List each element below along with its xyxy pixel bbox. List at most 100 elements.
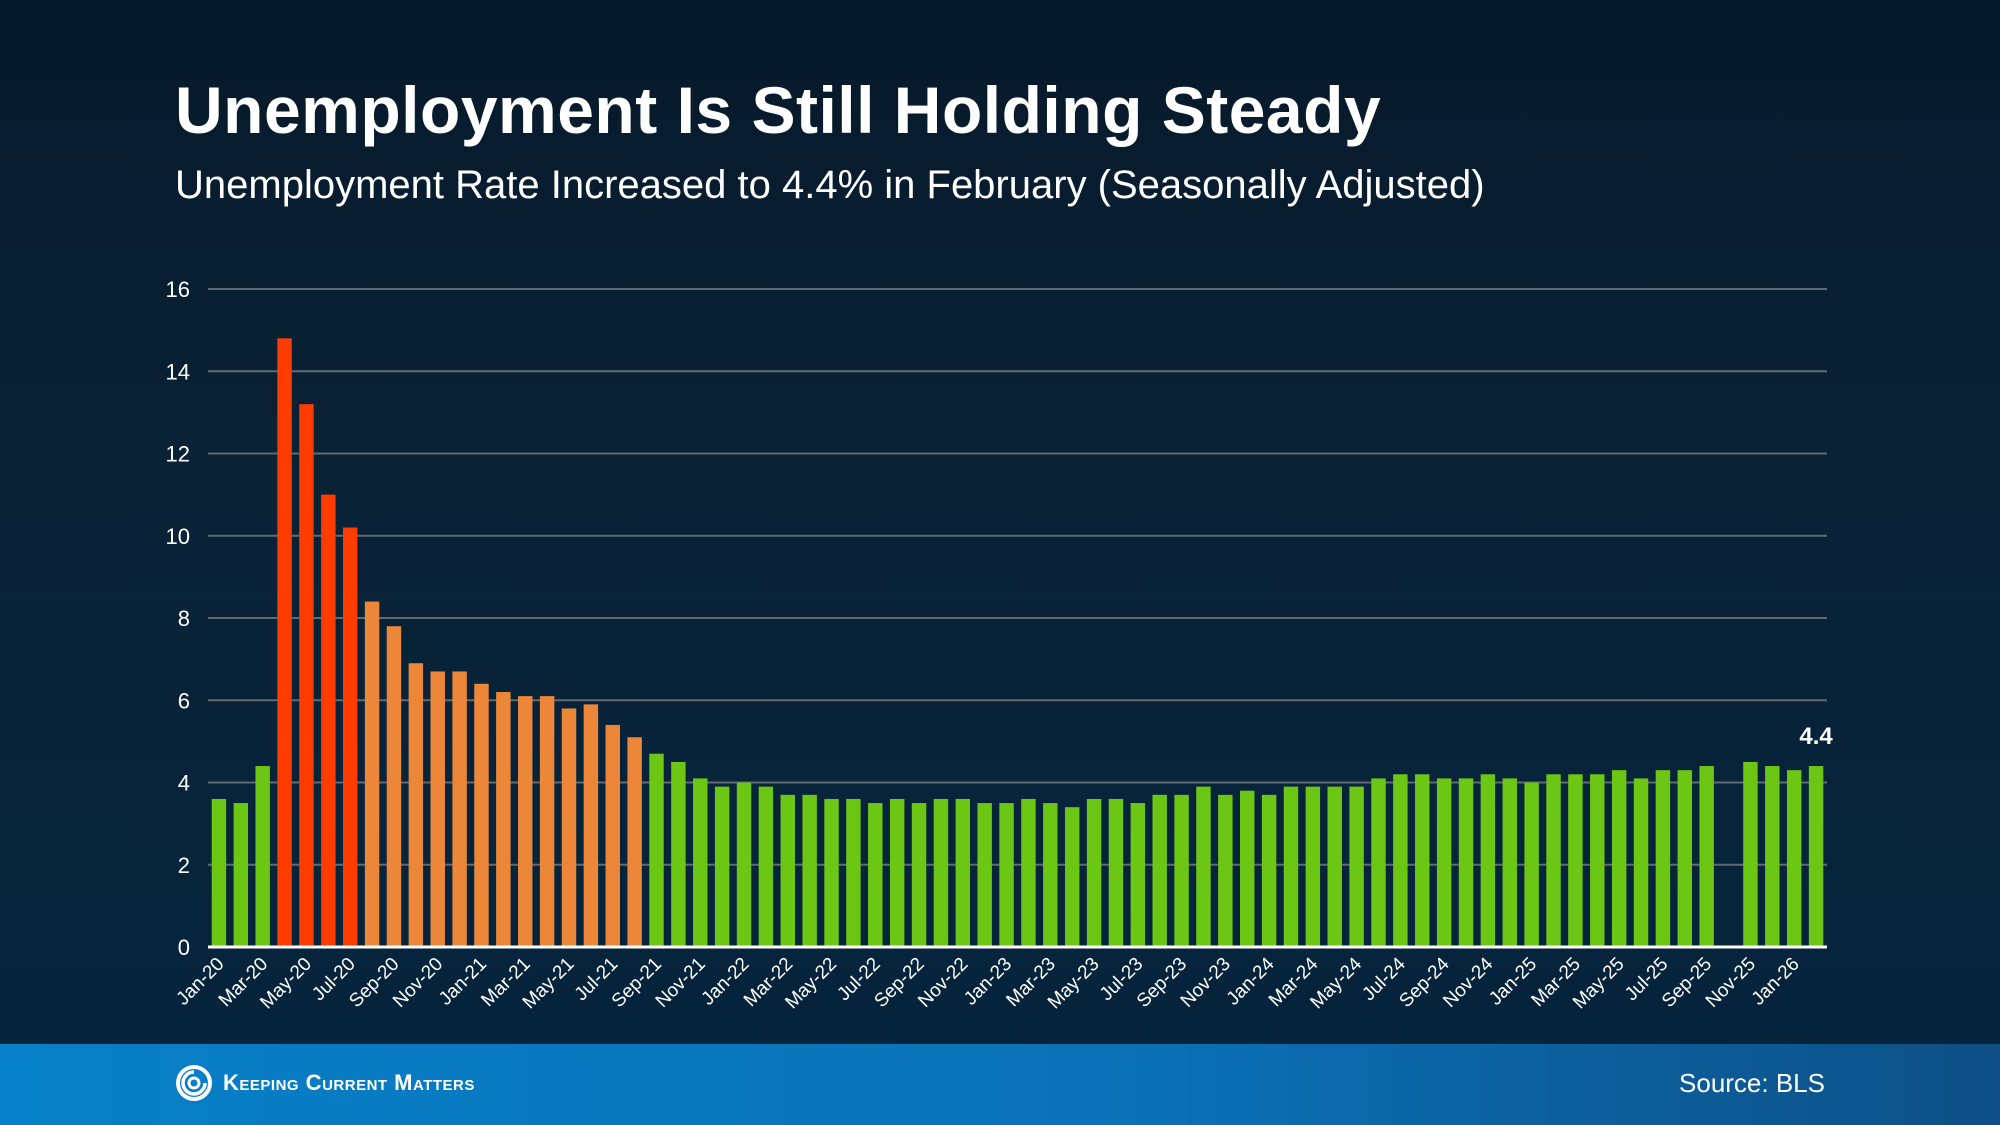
bar-Feb-21 [496, 692, 511, 947]
bar-Jul-23 [1130, 803, 1146, 947]
y-tick-label: 16 [166, 277, 190, 302]
bar-May-24 [1349, 786, 1364, 947]
kcm-logo: Keeping Current Matters [175, 1064, 475, 1102]
bar-Apr-21 [539, 696, 555, 947]
bar-Apr-24 [1327, 786, 1342, 947]
logo-text: Keeping Current Matters [223, 1070, 475, 1095]
bar-Nov-23 [1218, 794, 1233, 947]
bar-Jan-22 [736, 782, 752, 947]
bar-Jul-21 [605, 724, 620, 947]
x-tick-label: Nov-20 [389, 954, 447, 1012]
bar-May-21 [561, 708, 577, 947]
bar-Jul-20 [342, 527, 358, 947]
bar-Sep-22 [911, 803, 927, 947]
bar-Jun-20 [321, 494, 336, 947]
y-tick-label: 12 [166, 442, 190, 467]
bar-Jun-23 [1108, 798, 1124, 947]
bar-Nov-24 [1480, 774, 1496, 947]
bar-Feb-26 [1808, 766, 1824, 947]
y-tick-label: 14 [166, 359, 190, 384]
chart-title: Unemployment Is Still Holding Steady [175, 73, 1382, 147]
bar-Nov-21 [693, 778, 708, 947]
chart-subtitle: Unemployment Rate Increased to 4.4% in F… [175, 163, 1485, 207]
bar-Apr-22 [802, 794, 817, 947]
bar-Jan-23 [999, 803, 1014, 947]
bar-May-23 [1086, 798, 1102, 947]
bar-Jan-20 [211, 798, 227, 947]
data-label: 4.4 [1799, 723, 1833, 750]
bar-Feb-23 [1021, 798, 1036, 947]
bar-Dec-23 [1240, 790, 1255, 947]
bar-Dec-20 [452, 671, 467, 947]
y-axis-ticks: 0 2 4 6 8 10 12 14 16 [166, 277, 190, 960]
bar-Sep-25 [1699, 766, 1714, 947]
bar-Jun-24 [1371, 778, 1386, 947]
annotations: 4.4 [1799, 723, 1833, 750]
bar-Oct-21 [671, 761, 686, 947]
bar-Jul-24 [1393, 774, 1408, 947]
bar-Aug-24 [1415, 774, 1430, 947]
y-tick-label: 8 [178, 606, 190, 631]
gridlines [208, 288, 1827, 866]
bar-Jul-22 [868, 803, 883, 947]
x-tick-label: Nov-23 [1177, 954, 1235, 1012]
bar-Sep-20 [386, 626, 402, 947]
bar-Mar-22 [780, 794, 795, 947]
bar-Mar-21 [518, 696, 533, 947]
swirl-icon [176, 1065, 212, 1101]
bar-Aug-22 [889, 798, 905, 947]
bar-Dec-21 [714, 786, 730, 947]
bar-Oct-20 [408, 663, 424, 947]
bar-Jan-26 [1786, 770, 1802, 947]
bar-Mar-24 [1305, 786, 1321, 947]
bar-Jun-21 [583, 704, 599, 947]
bar-Feb-20 [233, 803, 249, 947]
bar-Jul-25 [1655, 770, 1671, 947]
bar-Sep-21 [649, 753, 664, 947]
bar-Jun-25 [1633, 778, 1649, 947]
bar-Apr-20 [277, 338, 292, 948]
bar-chart: 0 2 4 6 8 10 12 14 16 Jan-20Mar-20May-20Jul-20Se… [166, 277, 1833, 1013]
bar-Feb-25 [1546, 774, 1561, 947]
bar-Nov-25 [1743, 761, 1758, 947]
bar-Nov-20 [430, 671, 445, 947]
bar-Dec-25 [1765, 766, 1780, 947]
bar-Jun-22 [846, 798, 861, 947]
x-tick-label: Nov-24 [1439, 953, 1497, 1011]
x-axis-ticks: Jan-20Mar-20May-20Jul-20Sep-20Nov-20Jan-… [173, 953, 1804, 1013]
bar-Mar-23 [1043, 803, 1058, 947]
bar-Sep-24 [1436, 778, 1452, 947]
y-tick-label: 0 [178, 935, 190, 960]
bar-Oct-24 [1458, 778, 1474, 947]
bar-May-20 [299, 404, 314, 947]
bar-Aug-21 [627, 737, 642, 947]
bar-Dec-24 [1502, 778, 1517, 947]
x-tick-label: Nov-22 [914, 954, 972, 1012]
x-tick-label: Nov-21 [652, 954, 710, 1012]
bars [211, 338, 1824, 948]
x-tick-label: Nov-25 [1702, 954, 1760, 1012]
bar-Aug-25 [1677, 770, 1693, 947]
bar-Mar-20 [255, 766, 270, 947]
bar-Aug-20 [364, 601, 380, 947]
y-tick-label: 10 [166, 524, 190, 549]
bar-Feb-24 [1283, 786, 1299, 947]
bar-Aug-23 [1152, 794, 1167, 947]
bar-Apr-25 [1590, 774, 1605, 947]
bar-Jan-25 [1524, 782, 1539, 947]
source-label: Source: BLS [1679, 1068, 1825, 1098]
bar-Oct-23 [1196, 786, 1211, 947]
y-tick-label: 2 [178, 853, 190, 878]
bar-Jan-24 [1261, 794, 1277, 947]
bar-Jan-21 [474, 683, 489, 947]
y-tick-label: 4 [178, 771, 190, 796]
y-tick-label: 6 [178, 688, 190, 713]
bar-Apr-23 [1064, 807, 1080, 947]
bar-Oct-22 [933, 798, 949, 947]
bar-May-25 [1611, 770, 1627, 947]
bar-Dec-22 [977, 803, 992, 947]
footer-bar: Keeping Current Matters Source: BLS [0, 1044, 2000, 1125]
bar-Mar-25 [1568, 774, 1583, 947]
x-tick-label: Jan-26 [1748, 954, 1804, 1010]
bar-Sep-23 [1174, 794, 1189, 947]
